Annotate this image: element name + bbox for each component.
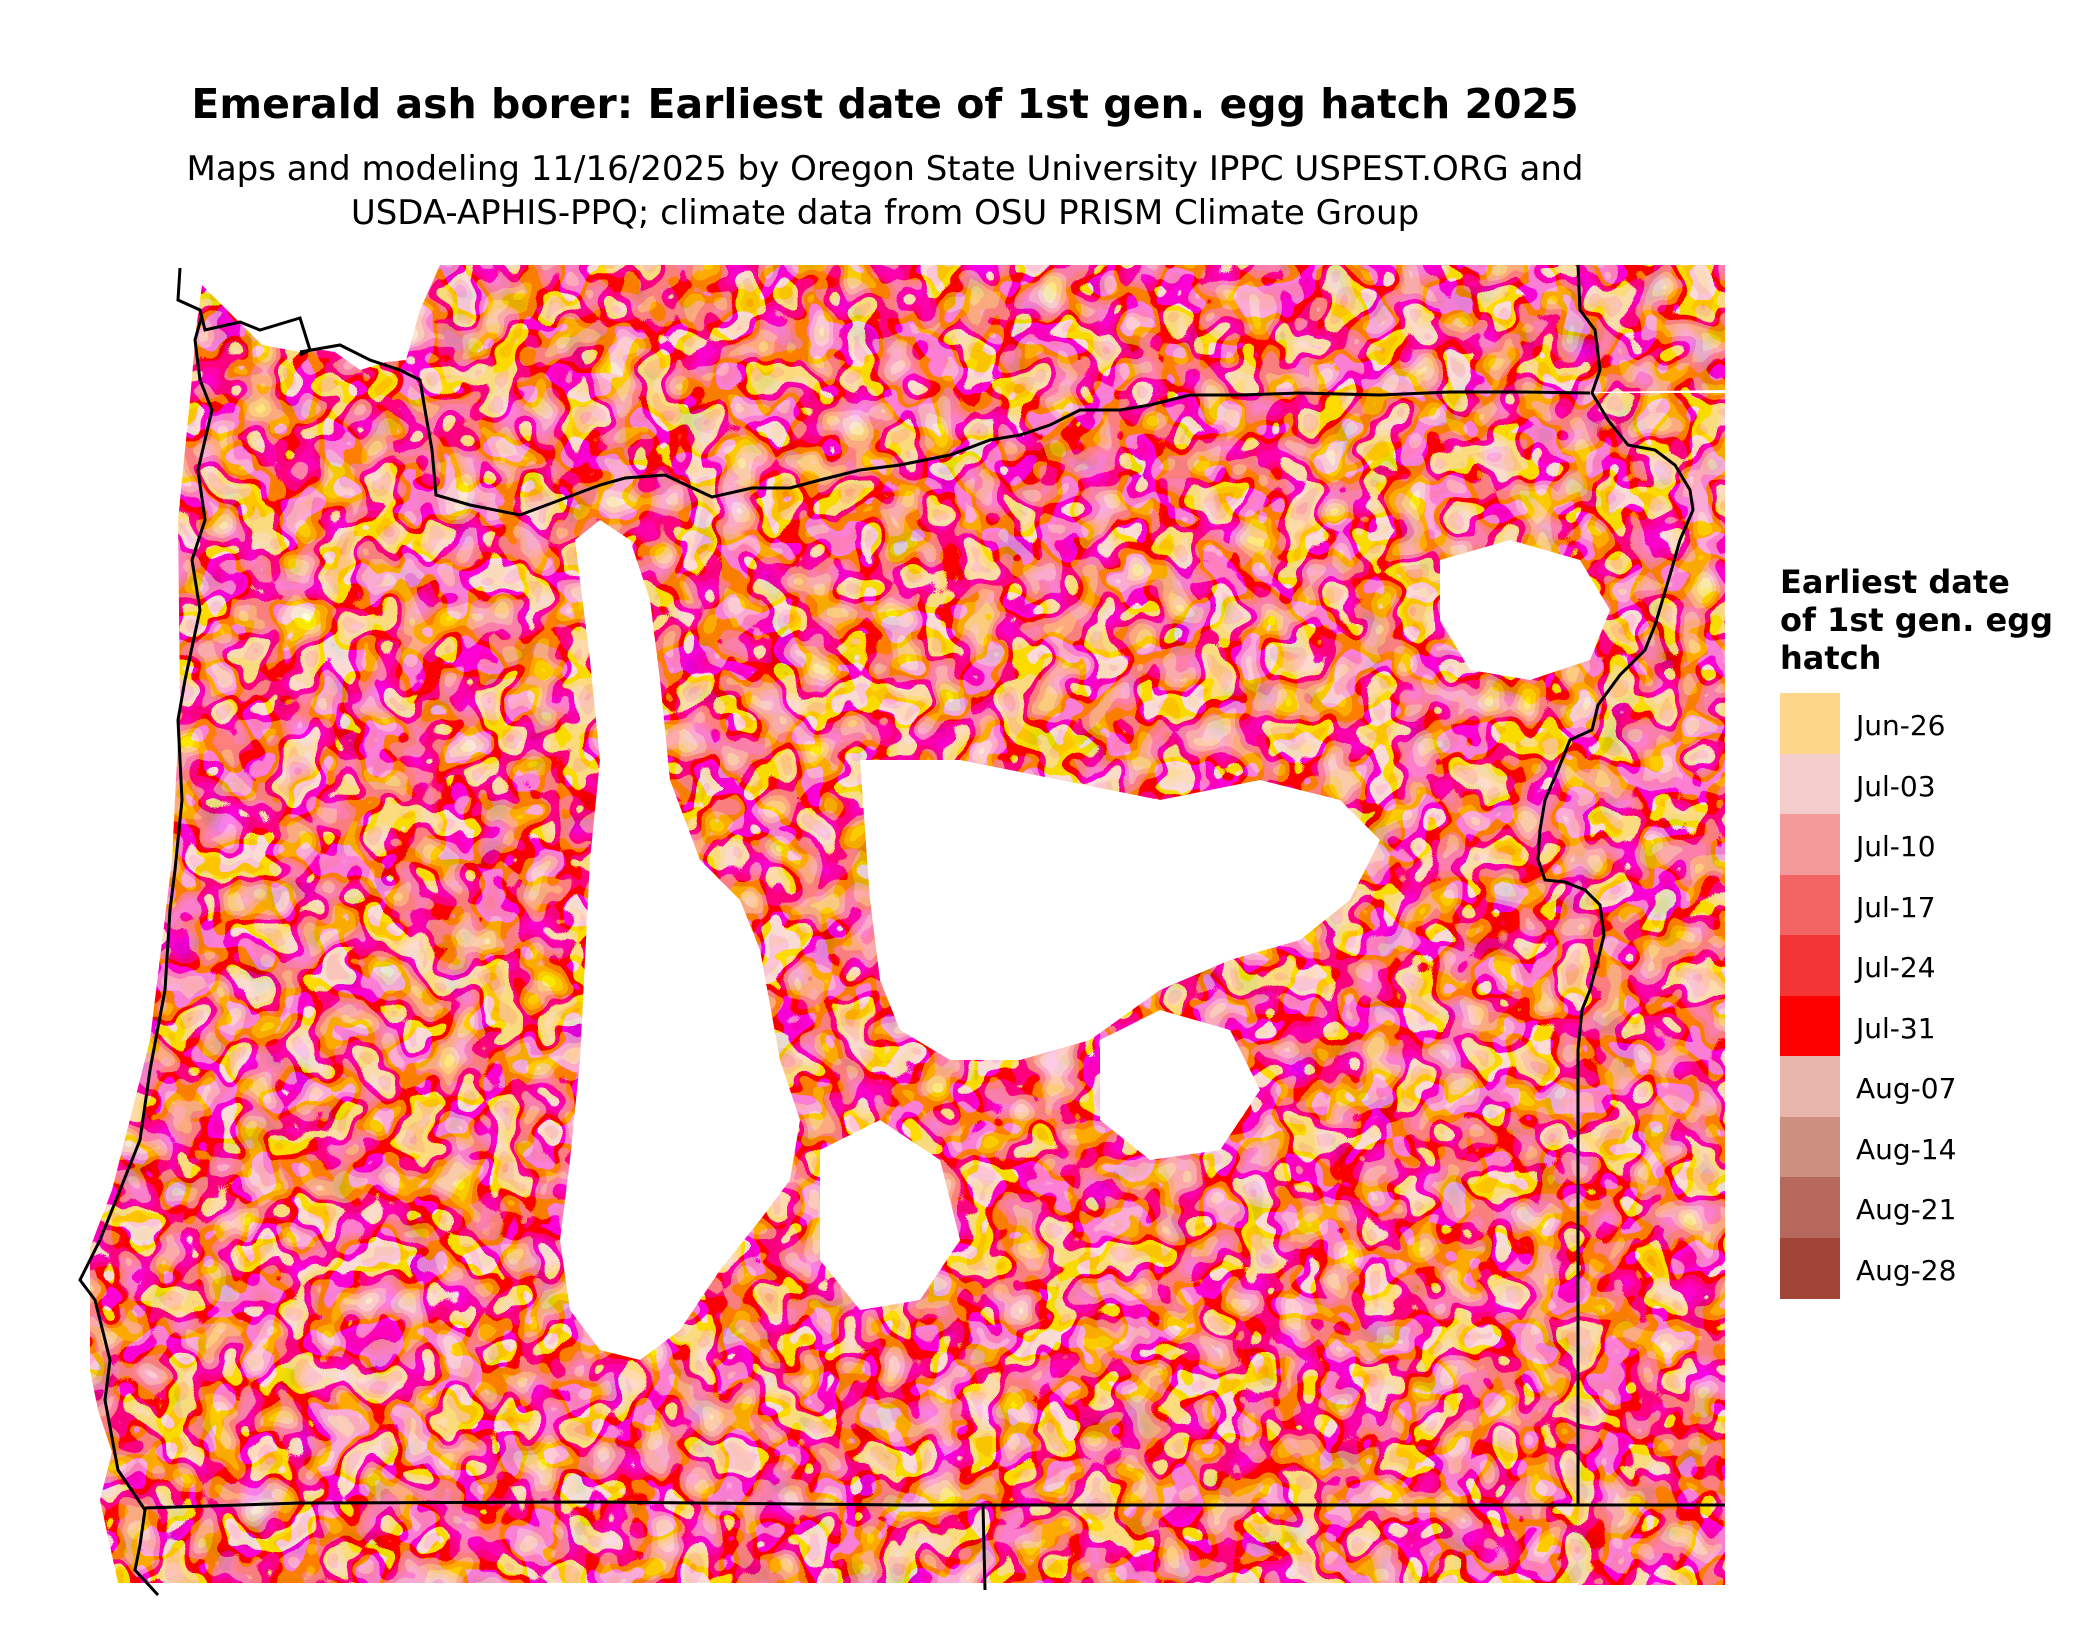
legend-label: Jul-03 — [1856, 769, 1936, 803]
legend-item: Jul-24 — [1780, 935, 2100, 996]
legend-item: Jul-31 — [1780, 995, 2100, 1057]
no-hatch-zone-cascades — [560, 520, 800, 1360]
legend-swatch — [1780, 1056, 1840, 1117]
southern-border — [144, 1500, 1725, 1510]
legend-label: Jul-17 — [1856, 890, 1936, 924]
legend-swatch — [1780, 1177, 1840, 1238]
legend-label: Jul-10 — [1856, 830, 1936, 863]
legend-item: Aug-14 — [1780, 1116, 2100, 1178]
ca-nv-divider — [981, 1504, 987, 1591]
legend-title-line-2: of 1st gen. egg — [1780, 601, 2053, 639]
egg-hatch-raster — [90, 285, 1693, 1583]
legend-swatch — [1780, 753, 1840, 815]
legend-swatch — [1780, 814, 1840, 875]
legend-item: Aug-07 — [1780, 1056, 2100, 1117]
legend-item: Jul-10 — [1780, 814, 2100, 875]
no-hatch-zone-central — [860, 760, 1380, 1060]
legend-item: Aug-28 — [1780, 1237, 2100, 1299]
map-title: Emerald ash borer: Earliest date of 1st … — [191, 80, 1579, 128]
legend-swatch — [1780, 874, 1840, 936]
legend-swatch — [1780, 1116, 1840, 1178]
legend-swatch — [1780, 995, 1840, 1057]
legend-title-line-3: hatch — [1780, 639, 1882, 677]
legend-item: Jul-03 — [1780, 753, 2100, 815]
legend-label: Jul-31 — [1856, 1011, 1936, 1045]
legend-item: Jul-17 — [1780, 874, 2100, 936]
legend-label: Jun-26 — [1856, 709, 1946, 742]
columbia-river-border — [299, 343, 1591, 517]
legend-swatch — [1780, 935, 1840, 996]
coastline — [78, 267, 312, 1597]
legend-item: Aug-21 — [1780, 1177, 2100, 1238]
legend-items: Jun-26 Jul-03 Jul-10 Jul-17 Jul-24 Jul-31 Aug-… — [1780, 693, 2100, 1299]
idaho-border — [1536, 264, 1695, 1505]
legend-label: Jul-24 — [1856, 951, 1936, 984]
legend-label: Aug-14 — [1856, 1132, 1957, 1166]
legend-item: Jun-26 — [1780, 693, 2100, 754]
no-hatch-zone-blue-mtns — [1440, 540, 1610, 680]
no-hatch-zone-east — [1100, 1010, 1260, 1160]
legend-label: Aug-07 — [1856, 1072, 1957, 1105]
map-subtitle-line-1: Maps and modeling 11/16/2025 by Oregon S… — [186, 149, 1584, 189]
legend: Earliest date of 1st gen. egg hatch Jun-… — [1780, 563, 2100, 1299]
legend-title-line-1: Earliest date — [1780, 563, 2010, 601]
legend-label: Aug-28 — [1856, 1253, 1957, 1287]
no-hatch-zone-south — [820, 1120, 960, 1310]
legend-label: Aug-21 — [1856, 1193, 1957, 1226]
legend-title: Earliest date of 1st gen. egg hatch — [1780, 563, 2100, 677]
legend-swatch — [1780, 693, 1840, 754]
legend-swatch — [1780, 1237, 1840, 1299]
map-subtitle-line-2: USDA-APHIS-PPQ; climate data from OSU PR… — [350, 193, 1420, 233]
